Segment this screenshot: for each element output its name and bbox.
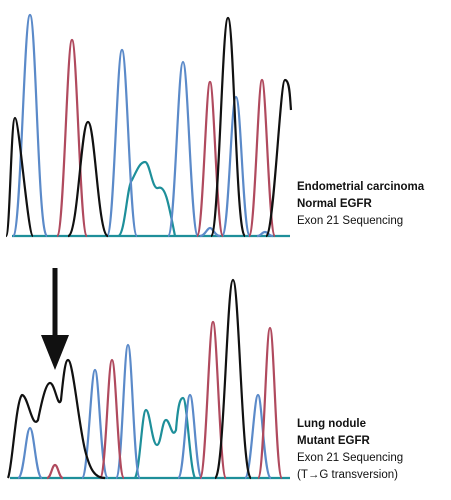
gene-label: Mutant EGFR — [297, 435, 371, 447]
gene-label: Normal EGFR — [297, 198, 372, 210]
mutation-arrow — [41, 268, 69, 370]
trace-black — [4, 16, 293, 238]
trace-blue — [16, 343, 273, 480]
trace-teal — [12, 160, 290, 238]
method-label: Exon 21 Sequencing — [297, 452, 403, 464]
trace-black — [6, 278, 253, 480]
trace-red — [55, 38, 277, 238]
sample-label: Endometrial carcinoma — [297, 181, 425, 193]
sample-label: Lung nodule — [297, 418, 366, 430]
trace-blue — [11, 13, 274, 238]
trace-teal — [10, 396, 290, 480]
chromatogram-mutant — [6, 278, 290, 480]
mutation-label: (T→G transversion) — [297, 469, 398, 481]
method-label: Exon 21 Sequencing — [297, 215, 403, 227]
chromatogram-normal — [4, 13, 293, 238]
trace-red — [46, 320, 284, 480]
